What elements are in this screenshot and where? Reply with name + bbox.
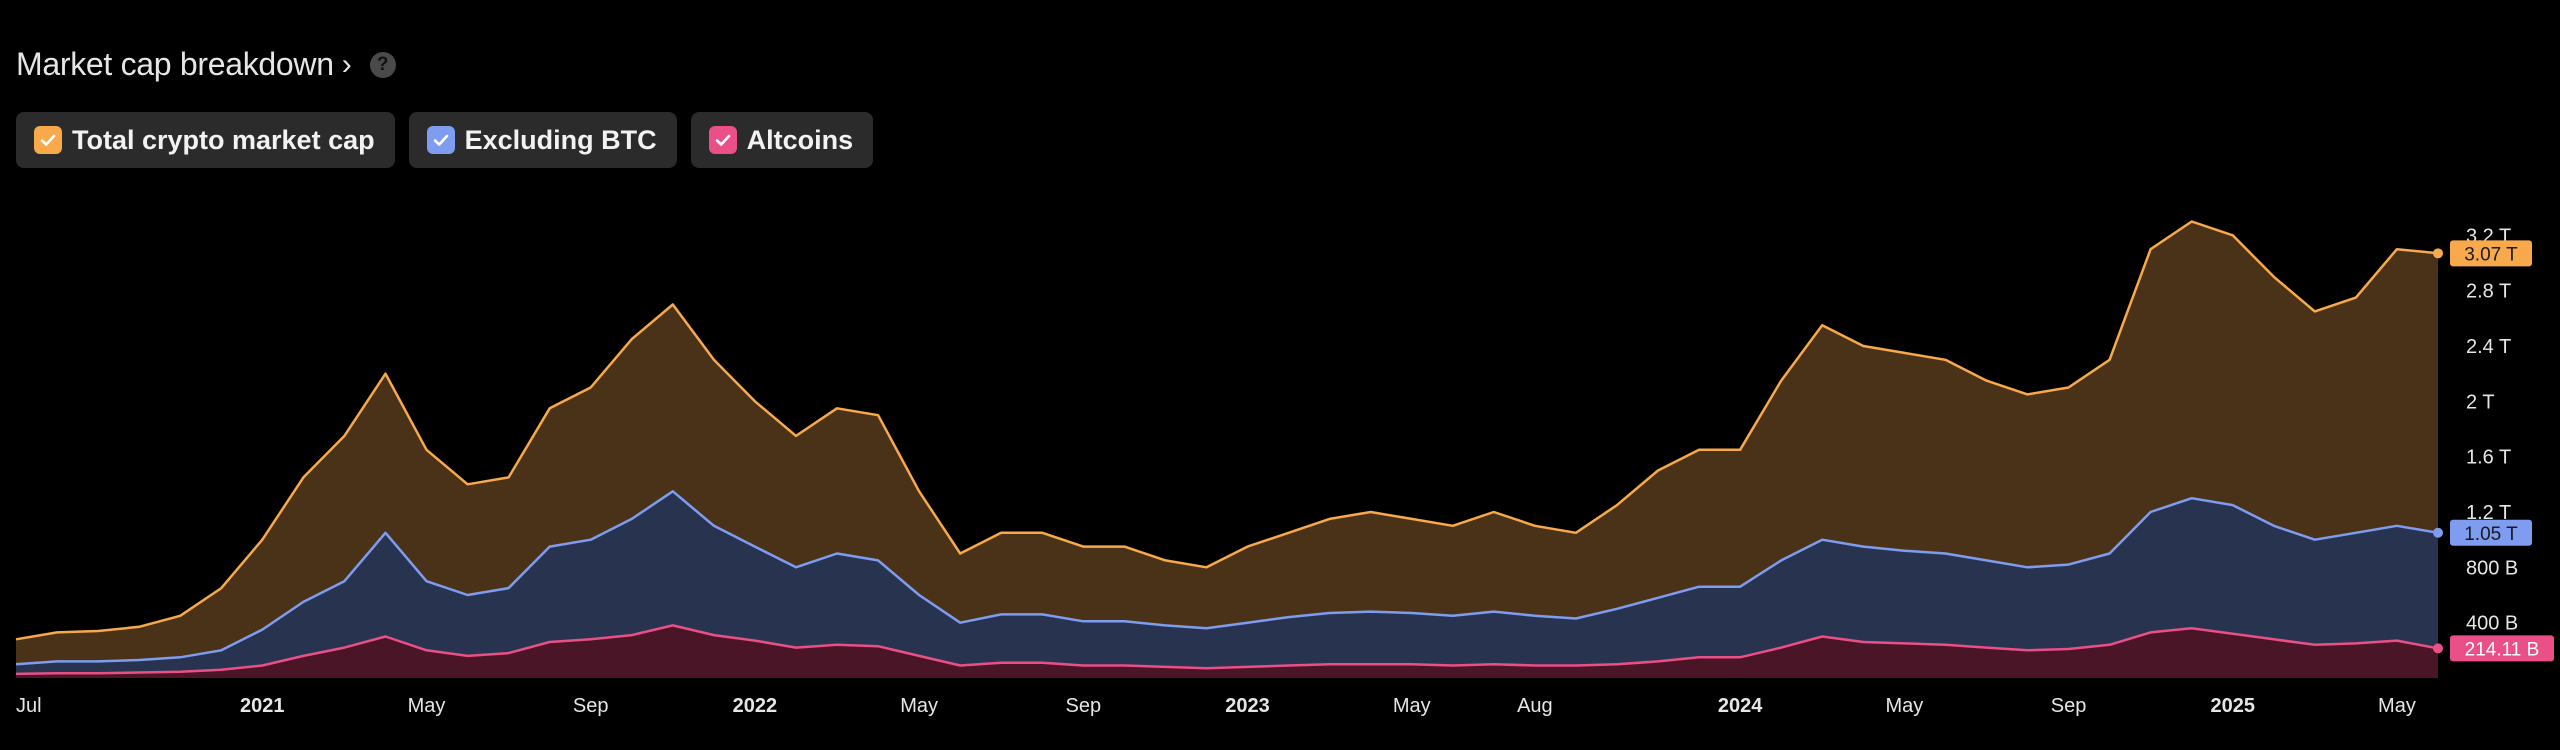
legend-toggle-altcoins[interactable]: Altcoins xyxy=(690,112,874,168)
legend-label: Total crypto market cap xyxy=(72,124,375,155)
current-value-tag-bg xyxy=(2450,240,2532,267)
current-value-tag: 3.07 T xyxy=(2450,240,2532,267)
x-tick-label: 2024 xyxy=(1718,695,1763,717)
x-tick-label: 2022 xyxy=(733,695,778,717)
x-tick-label: May xyxy=(408,695,446,717)
x-tick-label: Sep xyxy=(2051,695,2087,717)
series-line-2 xyxy=(15,624,2439,676)
y-tick-label: 800 B xyxy=(2466,557,2518,579)
y-tick-label: 1.2 T xyxy=(2466,502,2511,524)
current-value-tag-bg xyxy=(2450,519,2532,546)
checkbox-icon[interactable] xyxy=(34,126,62,154)
series-line-0 xyxy=(15,220,2439,641)
current-value-tag-text: 214.11 B xyxy=(2465,639,2540,660)
x-tick-label: May xyxy=(2378,695,2416,717)
help-icon[interactable]: ? xyxy=(369,51,396,78)
current-value-tag-text: 3.07 T xyxy=(2464,244,2518,265)
series-line-1 xyxy=(15,490,2439,666)
current-value-tag-bg xyxy=(2450,635,2554,662)
x-tick-label: Sep xyxy=(1066,695,1102,717)
x-tick-label: 2025 xyxy=(2210,695,2255,717)
x-tick-label: May xyxy=(1885,695,1923,717)
x-tick-label: May xyxy=(900,695,938,717)
x-tick-label: Aug xyxy=(1517,695,1553,717)
x-tick-label: Sep xyxy=(573,695,609,717)
checkbox-icon[interactable] xyxy=(426,126,455,154)
legend-label: Excluding BTC xyxy=(464,124,657,155)
x-tick-label: 2021 xyxy=(240,695,285,717)
series-end-dot-1 xyxy=(2433,527,2443,538)
series-end-dot-0 xyxy=(2433,248,2443,259)
x-tick-label: 2023 xyxy=(1225,695,1270,717)
y-tick-label: 1.6 T xyxy=(2466,447,2511,469)
y-tick-label: 2.8 T xyxy=(2466,281,2511,303)
chart-title[interactable]: Market cap breakdown xyxy=(16,46,334,82)
chevron-right-icon[interactable]: › xyxy=(341,47,352,81)
current-value-tag: 1.05 T xyxy=(2450,519,2532,546)
checkbox-icon[interactable] xyxy=(708,126,737,154)
x-tick-label: Jul xyxy=(16,695,42,717)
y-tick-label: 2.4 T xyxy=(2466,336,2511,358)
chart-header: Market cap breakdown › ? xyxy=(16,46,396,83)
current-value-tag: 214.11 B xyxy=(2450,635,2554,662)
legend-toggle-total[interactable]: Total crypto market cap xyxy=(16,112,395,168)
current-value-tag-text: 1.05 T xyxy=(2464,524,2518,545)
y-tick-label: 400 B xyxy=(2466,613,2518,635)
series-area-1 xyxy=(16,491,2438,678)
legend: Total crypto market cap Excluding BTC Al… xyxy=(16,112,874,168)
legend-toggle-excluding-btc[interactable]: Excluding BTC xyxy=(408,112,677,168)
legend-label: Altcoins xyxy=(746,124,854,155)
series-end-dot-2 xyxy=(2433,643,2443,654)
y-tick-label: 2 T xyxy=(2466,391,2495,413)
x-tick-label: May xyxy=(1393,695,1431,717)
